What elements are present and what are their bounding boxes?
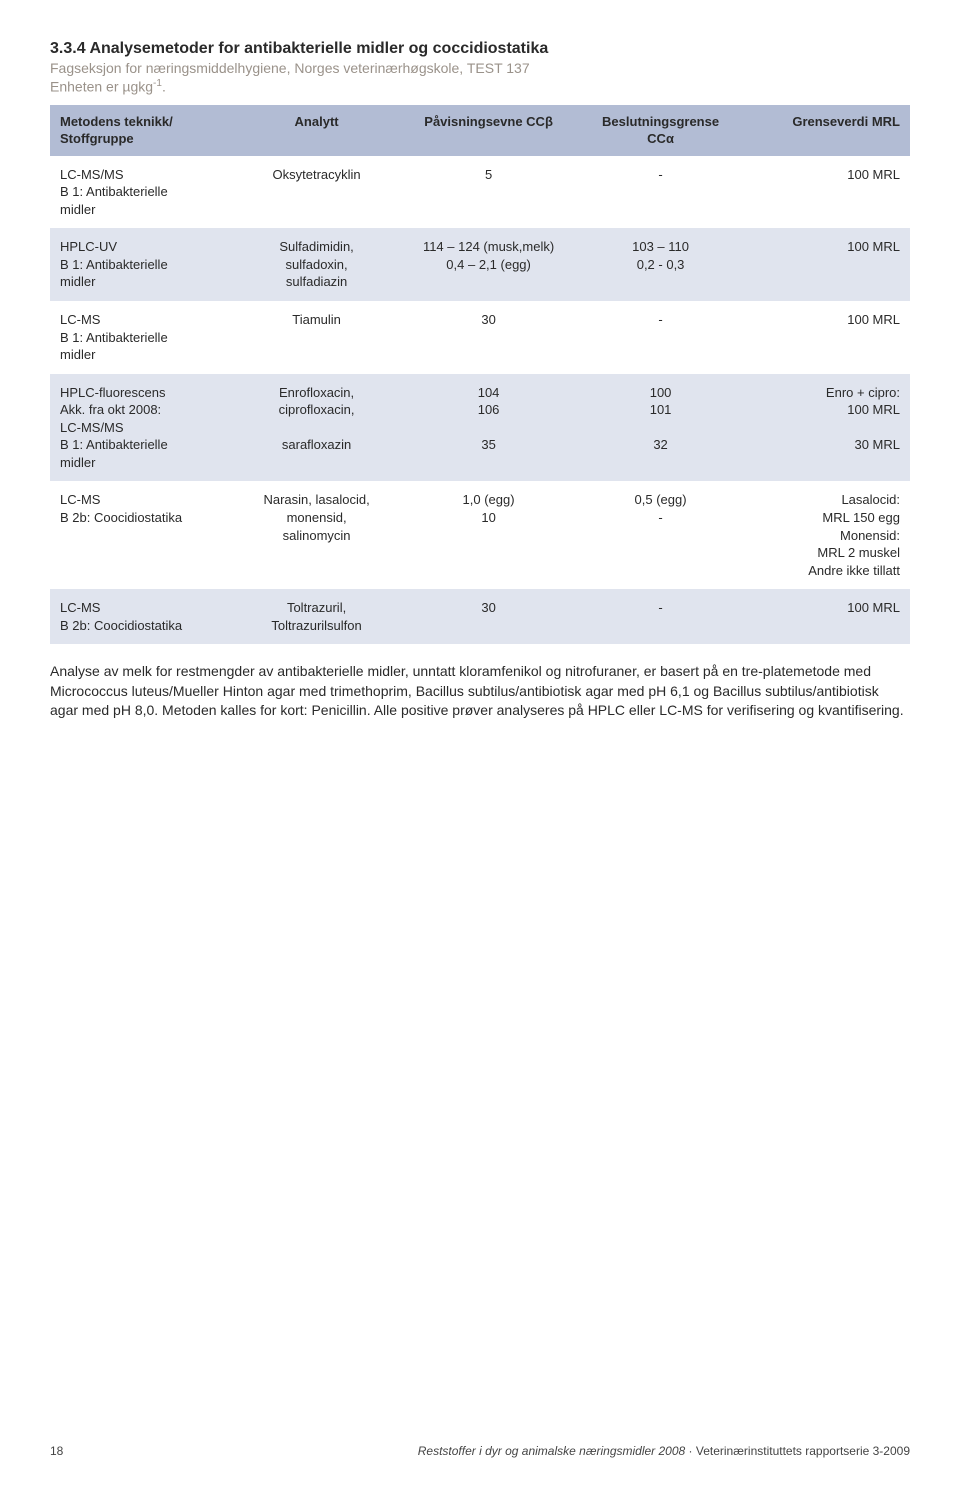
unit-exponent: -1 [153, 78, 162, 89]
cell-ccbeta: 104106 35 [394, 374, 583, 482]
footer-doc-italic: Reststoffer i dyr og animalske næringsmi… [418, 1444, 685, 1458]
cell-ccalpha: - [583, 301, 738, 374]
cell-method: LC-MSB 2b: Coocidiostatika [50, 589, 239, 644]
cell-ccbeta: 5 [394, 156, 583, 229]
footer-doc-normal: Veterinærinstituttets rapportserie 3-200… [696, 1444, 910, 1458]
cell-analyte: Toltrazuril,Toltrazurilsulfon [239, 589, 394, 644]
cell-mrl: 100 MRL [738, 228, 910, 301]
cell-ccbeta: 1,0 (egg)10 [394, 481, 583, 589]
cell-mrl: 100 MRL [738, 589, 910, 644]
cell-mrl: Lasalocid:MRL 150 eggMonensid:MRL 2 musk… [738, 481, 910, 589]
col-mrl: Grenseverdi MRL [738, 105, 910, 156]
cell-ccbeta: 30 [394, 589, 583, 644]
cell-ccalpha: - [583, 156, 738, 229]
cell-ccbeta: 30 [394, 301, 583, 374]
col-analyte: Analytt [239, 105, 394, 156]
table-row: LC-MSB 2b: CoocidiostatikaToltrazuril,To… [50, 589, 910, 644]
cell-mrl: 100 MRL [738, 301, 910, 374]
footer-doc-info: Reststoffer i dyr og animalske næringsmi… [418, 1444, 910, 1458]
table-row: LC-MS/MSB 1: AntibakteriellemidlerOksyte… [50, 156, 910, 229]
cell-method: LC-MS/MSB 1: Antibakteriellemidler [50, 156, 239, 229]
cell-ccalpha: 103 – 1100,2 - 0,3 [583, 228, 738, 301]
cell-analyte: Enrofloxacin,ciprofloxacin, sarafloxazin [239, 374, 394, 482]
table-header-row: Metodens teknikk/Stoffgruppe Analytt Påv… [50, 105, 910, 156]
page-container: 3.3.4 Analysemetoder for antibakterielle… [0, 0, 960, 1488]
cell-method: LC-MSB 2b: Coocidiostatika [50, 481, 239, 589]
unit-suffix: . [162, 79, 166, 95]
cell-method: HPLC-UVB 1: Antibakteriellemidler [50, 228, 239, 301]
table-body: LC-MS/MSB 1: AntibakteriellemidlerOksyte… [50, 156, 910, 644]
cell-ccalpha: 100101 32 [583, 374, 738, 482]
methods-table: Metodens teknikk/Stoffgruppe Analytt Påv… [50, 105, 910, 645]
table-row: HPLC-fluorescensAkk. fra okt 2008:LC-MS/… [50, 374, 910, 482]
col-method: Metodens teknikk/Stoffgruppe [50, 105, 239, 156]
cell-method: HPLC-fluorescensAkk. fra okt 2008:LC-MS/… [50, 374, 239, 482]
cell-ccbeta: 114 – 124 (musk,melk)0,4 – 2,1 (egg) [394, 228, 583, 301]
body-paragraph: Analyse av melk for restmengder av antib… [50, 662, 910, 721]
unit-line: Enheten er µgkg-1. [50, 78, 910, 95]
table-row: HPLC-UVB 1: AntibakteriellemidlerSulfadi… [50, 228, 910, 301]
cell-analyte: Sulfadimidin,sulfadoxin,sulfadiazin [239, 228, 394, 301]
cell-analyte: Tiamulin [239, 301, 394, 374]
section-subtitle: Fagseksjon for næringsmiddelhygiene, Nor… [50, 60, 910, 76]
cell-ccalpha: 0,5 (egg)- [583, 481, 738, 589]
unit-prefix: Enheten er µgkg [50, 79, 153, 95]
cell-analyte: Narasin, lasalocid,monensid,salinomycin [239, 481, 394, 589]
section-title: 3.3.4 Analysemetoder for antibakterielle… [50, 40, 910, 58]
col-ccbeta: Påvisningsevne CCβ [394, 105, 583, 156]
table-row: LC-MSB 1: AntibakteriellemidlerTiamulin3… [50, 301, 910, 374]
cell-mrl: Enro + cipro:100 MRL 30 MRL [738, 374, 910, 482]
cell-mrl: 100 MRL [738, 156, 910, 229]
footer-doc-sep: · [685, 1444, 696, 1458]
cell-method: LC-MSB 1: Antibakteriellemidler [50, 301, 239, 374]
footer: 18 Reststoffer i dyr og animalske næring… [50, 1444, 910, 1458]
cell-analyte: Oksytetracyklin [239, 156, 394, 229]
cell-ccalpha: - [583, 589, 738, 644]
page-number: 18 [50, 1444, 63, 1458]
table-row: LC-MSB 2b: CoocidiostatikaNarasin, lasal… [50, 481, 910, 589]
col-ccalpha: BeslutningsgrenseCCα [583, 105, 738, 156]
